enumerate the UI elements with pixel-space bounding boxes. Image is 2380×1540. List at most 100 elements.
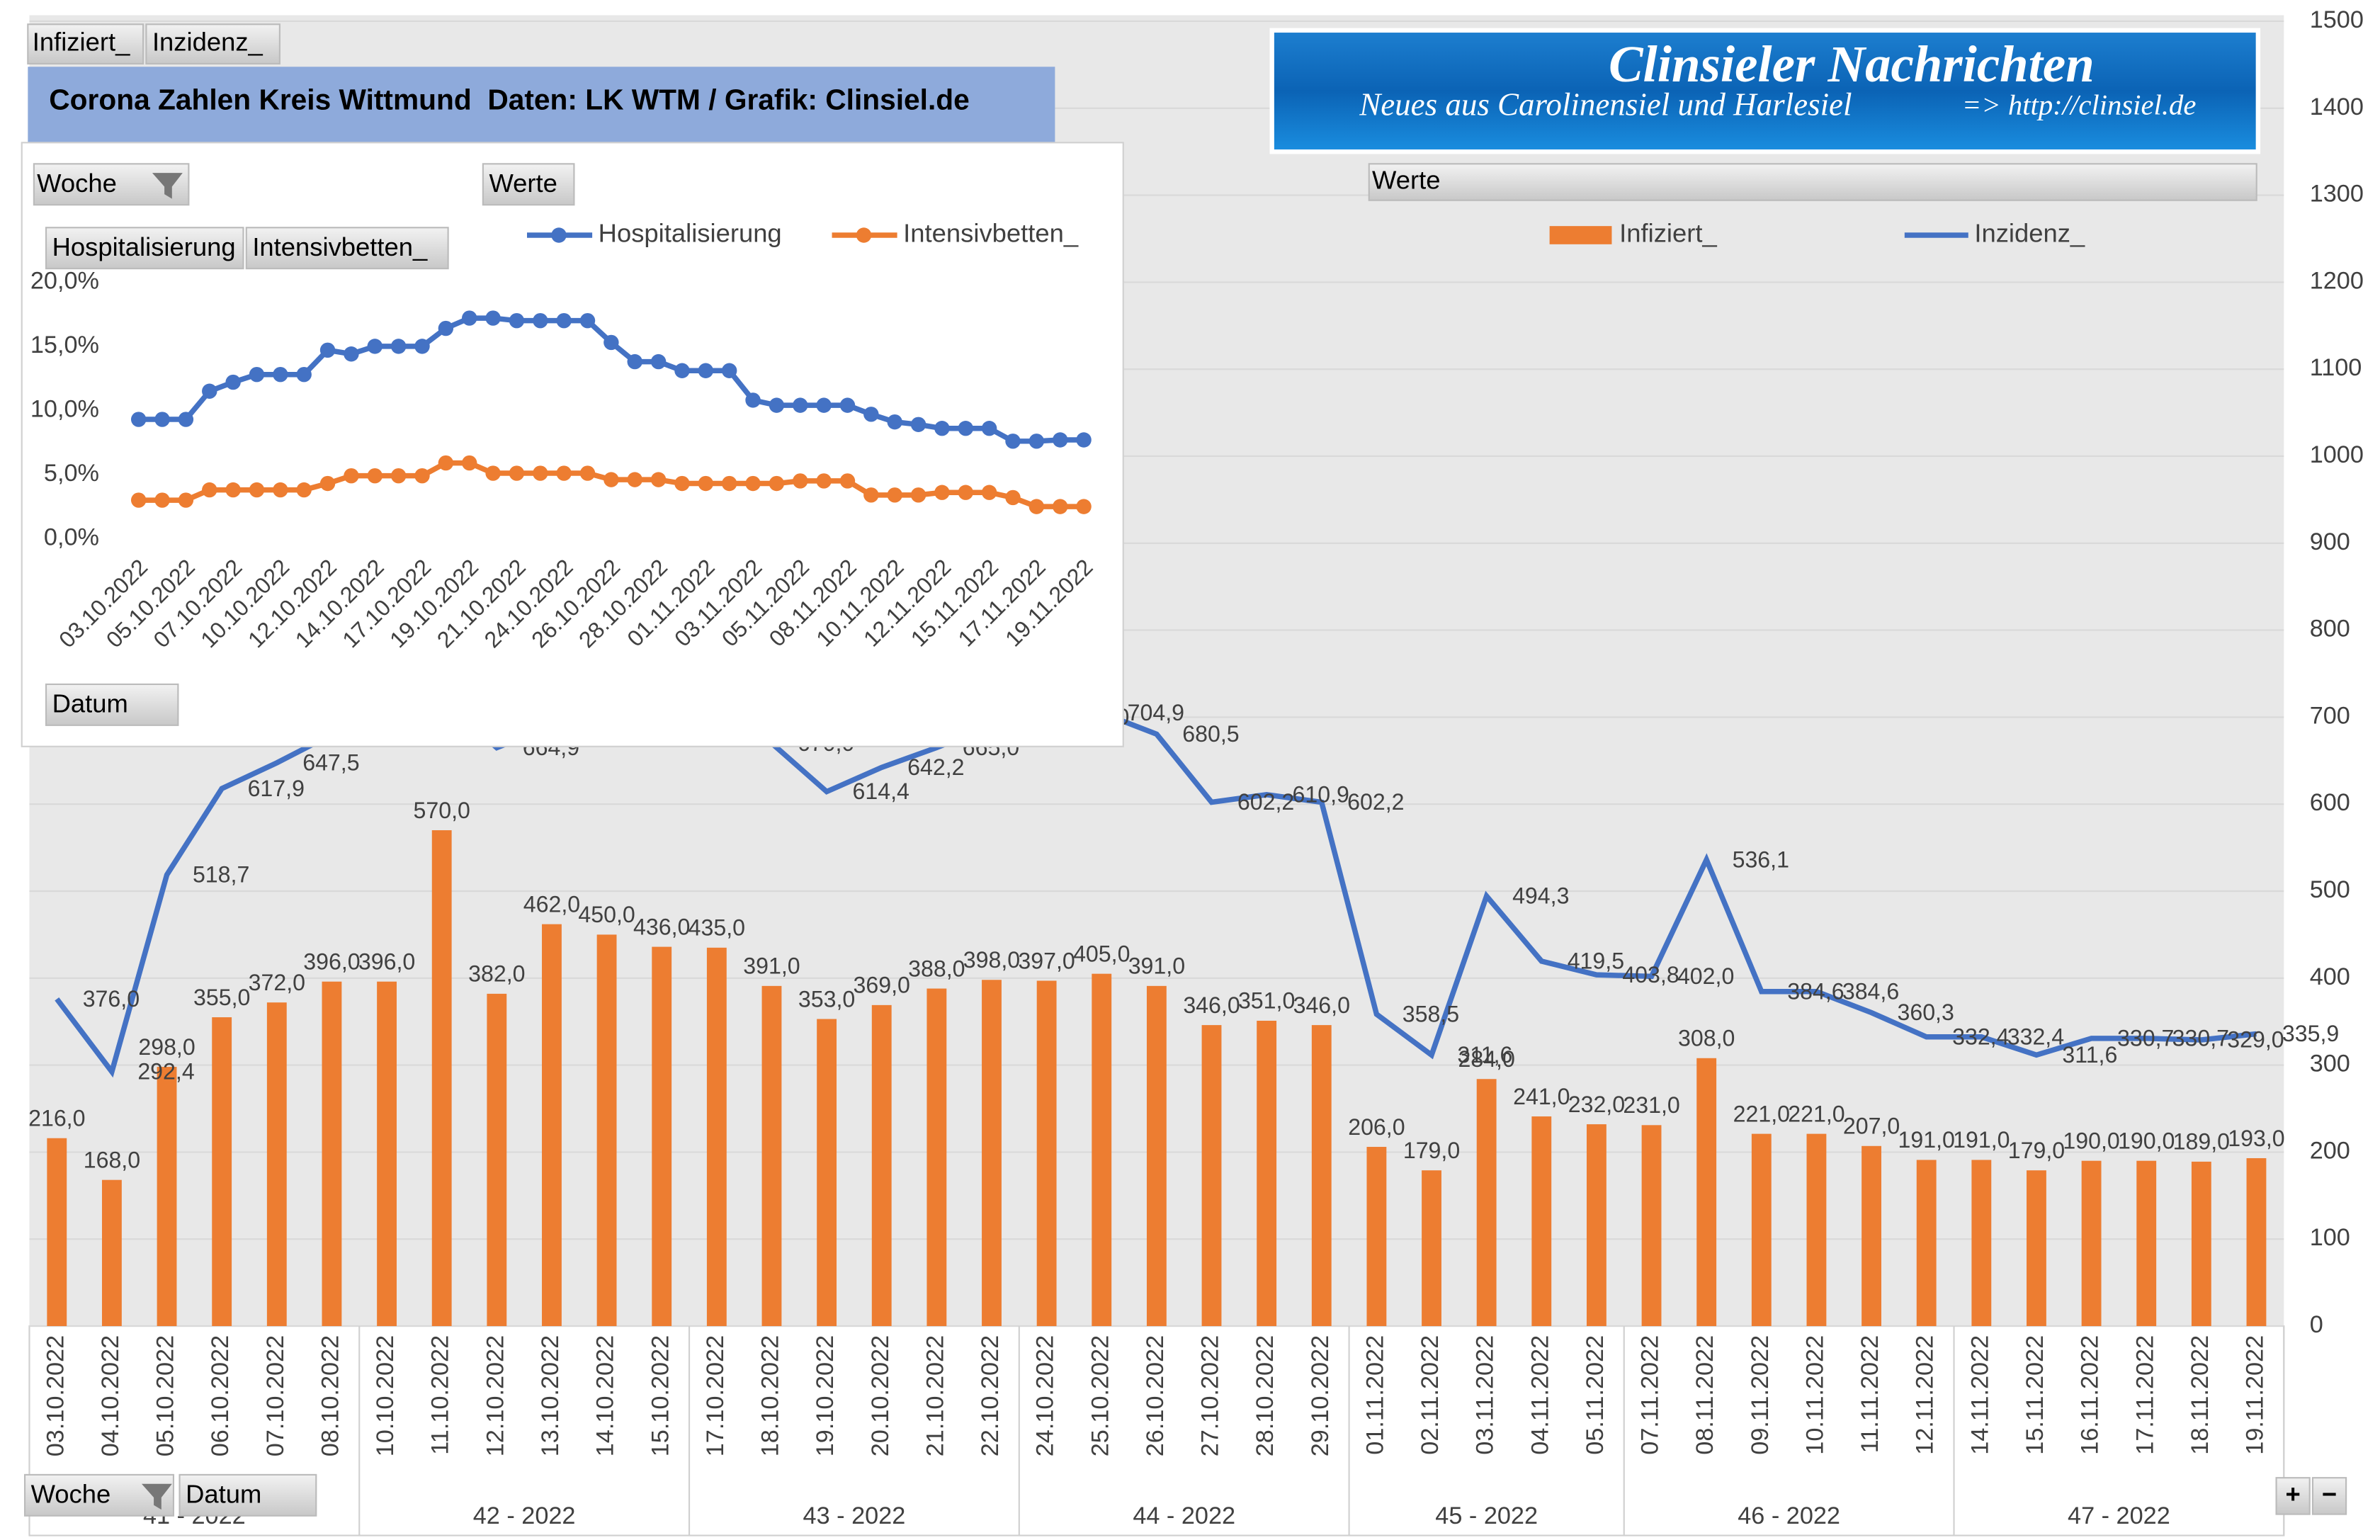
bar (157, 1067, 177, 1326)
data-label: 384,6 (1842, 978, 1899, 1004)
zoom-label: − (2322, 1480, 2337, 1509)
data-label: 570,0 (414, 798, 470, 823)
marker (1005, 489, 1021, 506)
axis-field-label: Woche (31, 1480, 111, 1509)
marker (249, 366, 265, 383)
bar (101, 1179, 122, 1326)
marker (344, 346, 359, 362)
data-label: 191,0 (1953, 1127, 2010, 1153)
data-label: 536,1 (1733, 847, 1789, 872)
marker (509, 465, 525, 481)
data-label: 494,3 (1512, 883, 1569, 909)
zoom-button[interactable] (2275, 1477, 2311, 1515)
x-tick-label: 08.10.2022 (317, 1335, 344, 1456)
data-label: 704,9 (1128, 700, 1184, 725)
marker (225, 374, 241, 390)
values-field-label: Werte (1372, 166, 1440, 195)
data-label: 351,0 (1238, 988, 1295, 1014)
legend-marker (551, 227, 567, 243)
zoom-button[interactable] (2311, 1477, 2347, 1515)
x-tick-label: 11.11.2022 (1857, 1335, 1883, 1453)
x-tick-label: 16.11.2022 (2077, 1335, 2104, 1455)
data-label: 346,0 (1293, 992, 1350, 1018)
marker (579, 312, 596, 329)
marker (533, 312, 548, 329)
marker (178, 412, 194, 427)
marker (816, 473, 832, 489)
data-label: 647,5 (302, 749, 359, 775)
bar (1036, 980, 1057, 1326)
group-label: 47 - 2022 (2068, 1502, 2170, 1529)
data-label: 680,5 (1182, 721, 1239, 747)
marker (1076, 432, 1092, 448)
data-label: 346,0 (1183, 992, 1240, 1018)
marker (154, 412, 170, 427)
values-field-label: Werte (489, 169, 557, 198)
x-tick-label: 10.10.2022 (372, 1335, 399, 1456)
x-tick-label: 06.10.2022 (207, 1335, 234, 1456)
marker (604, 472, 619, 487)
marker (509, 312, 525, 329)
marker (438, 320, 454, 336)
bar (1586, 1124, 1606, 1326)
x-tick-label: 14.11.2022 (1966, 1335, 1993, 1455)
marker (414, 339, 430, 354)
banner-url: => http://clinsiel.de (1962, 89, 2197, 120)
data-label: 462,0 (523, 891, 580, 917)
marker (721, 363, 737, 378)
bar (1806, 1133, 1827, 1326)
marker (887, 414, 902, 430)
data-label: 382,0 (468, 961, 525, 987)
field-button-label: Infiziert_ (33, 28, 130, 57)
marker (839, 397, 856, 413)
group-label: 42 - 2022 (473, 1502, 576, 1529)
x-tick-label: 07.11.2022 (1637, 1335, 1664, 1455)
marker (344, 468, 359, 484)
y-tick-label: 1400 (2310, 94, 2364, 120)
data-label: 602,2 (1347, 789, 1404, 815)
data-label: 332,4 (2007, 1024, 2064, 1049)
y-tick-label: 0,0% (44, 523, 99, 550)
axis-field[interactable] (45, 683, 179, 726)
field-button[interactable] (27, 23, 144, 65)
data-label: 284,0 (1458, 1046, 1514, 1072)
x-tick-label: 18.10.2022 (757, 1335, 784, 1456)
main-chart: 0 100 200 300 400 500 600 700 800 900 1000 1100 1200… (28, 6, 2364, 1536)
marker (319, 475, 336, 492)
values-field[interactable] (482, 163, 575, 206)
marker (745, 392, 761, 408)
y-tick-label: 100 (2310, 1224, 2350, 1251)
y-tick-label: 1500 (2310, 6, 2364, 33)
x-tick-label: 02.11.2022 (1417, 1335, 1444, 1455)
y-tick-label: 700 (2310, 702, 2350, 729)
bar (2081, 1160, 2102, 1326)
field-button[interactable] (245, 227, 449, 270)
marker (390, 468, 407, 484)
marker (296, 482, 312, 498)
field-button[interactable] (45, 227, 244, 270)
marker (674, 475, 690, 492)
marker (273, 482, 288, 498)
axis-field[interactable] (178, 1473, 317, 1517)
legend-marker (856, 227, 872, 243)
bar (2136, 1160, 2157, 1326)
marker (863, 407, 879, 422)
y-tick-label: 800 (2310, 616, 2350, 642)
y-tick-label: 200 (2310, 1137, 2350, 1164)
bar (982, 980, 1002, 1326)
group-label: 44 - 2022 (1133, 1502, 1235, 1529)
field-button[interactable] (145, 23, 280, 65)
filter-icon (152, 173, 183, 199)
bar (212, 1017, 232, 1326)
y-tick-label: 400 (2310, 963, 2350, 990)
bar (652, 946, 672, 1326)
y-tick-label: 300 (2310, 1051, 2350, 1077)
top-buttons: Infiziert_ Inzidenz_ (27, 23, 280, 65)
marker (225, 482, 241, 498)
marker (1076, 499, 1092, 514)
bar (1366, 1147, 1387, 1326)
values-field[interactable] (1368, 163, 2257, 201)
axis-field[interactable] (23, 1473, 175, 1517)
title-box (28, 67, 1055, 143)
